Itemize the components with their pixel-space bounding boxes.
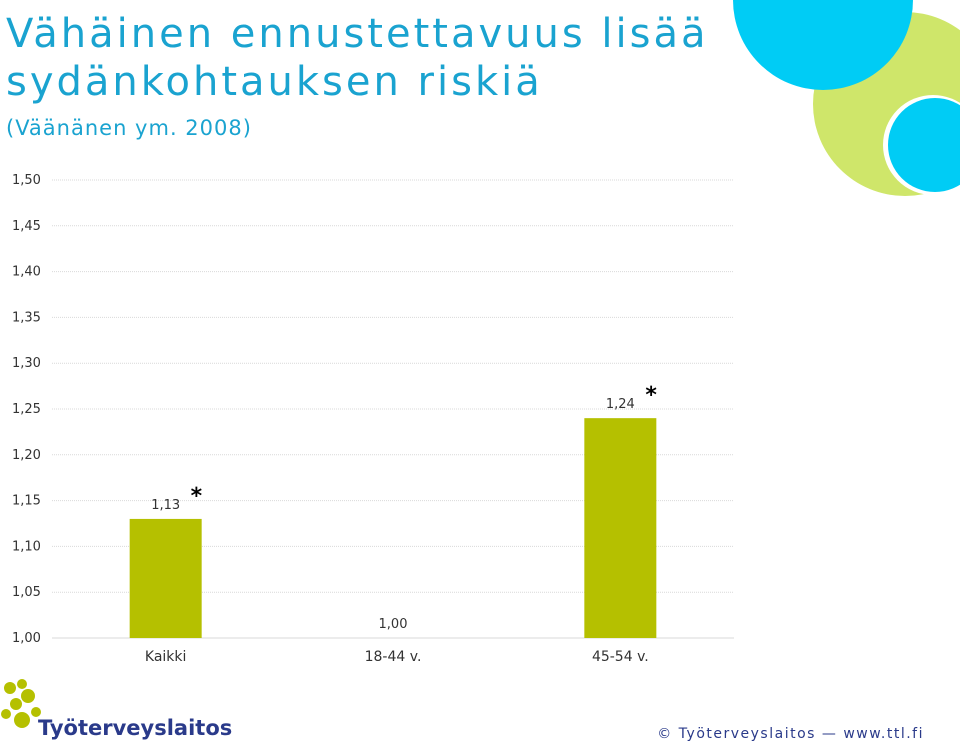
y-tick-label: 1,40 [12,265,41,280]
decorative-circles [733,0,960,196]
footer-copyright: © Työterveyslaitos — www.ttl.fi [657,726,924,742]
logo-text: Työterveyslaitos [38,716,233,740]
category-label: 45-54 v. [592,649,649,665]
bar [129,518,202,638]
y-tick-label: 1,35 [12,310,41,325]
bar-chart: 1,00 1,05 1,10 1,15 1,20 1,25 1,30 1,35 1,40 1,45… [12,173,734,665]
deco-circle-blue-small [888,98,960,192]
page-title: Vähäinen ennustettavuus lisää sydänkohtau… [6,10,708,106]
y-tick-label: 1,25 [12,402,41,417]
category-label: Kaikki [145,649,187,665]
title-line-1: Vähäinen ennustettavuus lisää [6,11,709,57]
y-tick-label: 1,30 [12,356,41,371]
significance-marker: * [191,484,203,509]
bar [584,418,657,638]
deco-circle-blue-large [733,0,913,90]
y-tick-label: 1,50 [12,173,41,188]
data-label: 1,00 [379,617,408,632]
y-tick-label: 1,00 [12,631,41,646]
page-subtitle: (Väänänen ym. 2008) [6,116,252,140]
significance-marker: * [645,383,657,408]
y-tick-label: 1,20 [12,448,41,463]
logo-mark-icon [1,679,41,728]
y-tick-label: 1,45 [12,219,41,234]
data-label: 1,24 [606,397,635,412]
title-line-2: sydänkohtauksen riskiä [6,59,543,105]
y-tick-label: 1,05 [12,585,41,600]
category-label: 18-44 v. [365,649,422,665]
y-tick-label: 1,15 [12,494,41,509]
data-label: 1,13 [151,498,180,513]
y-tick-label: 1,10 [12,539,41,554]
